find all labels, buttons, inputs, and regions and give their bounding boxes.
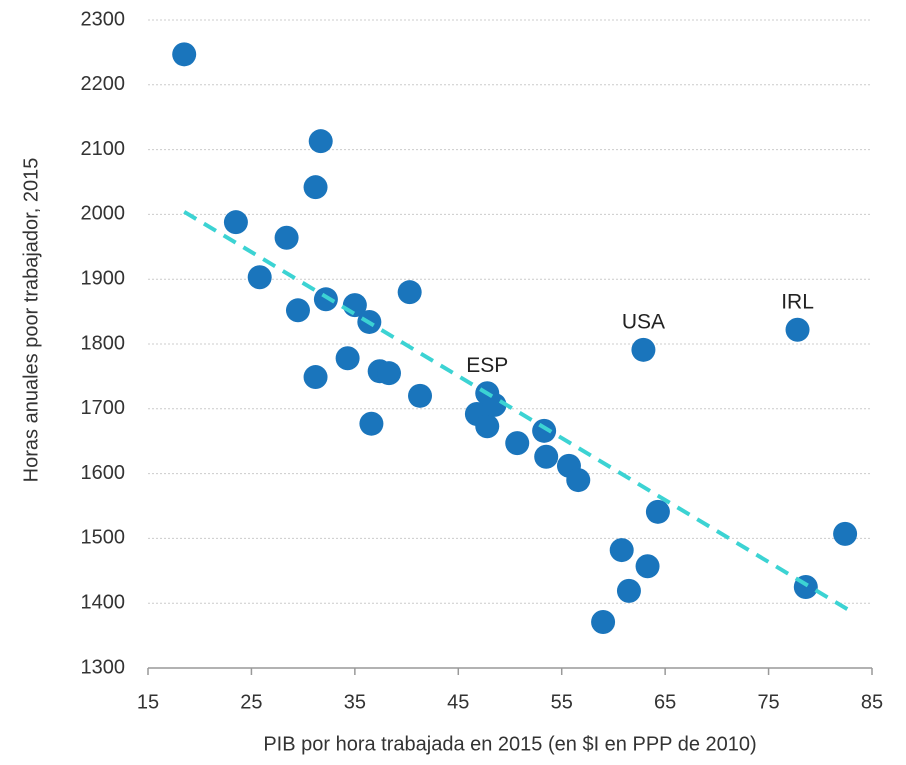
point [247,265,272,290]
point [609,538,634,563]
point [408,383,433,408]
y-tick-label: 1300 [81,656,126,678]
y-tick-label: 2000 [81,203,126,225]
y-tick-label: 1400 [81,591,126,613]
point [645,499,670,524]
x-tick-label: 85 [861,691,883,713]
x-axis-label: PIB por hora trabajada en 2015 (en $I en… [263,733,756,755]
x-tick-label: 75 [757,691,779,713]
point [833,521,858,546]
x-tick-label: 55 [551,691,573,713]
point-label: USA [622,310,665,333]
point [505,431,530,456]
point [631,337,656,362]
point [308,129,333,154]
point-label: IRL [781,290,814,313]
y-tick-label: 2100 [81,138,126,160]
y-tick-label: 1600 [81,462,126,484]
point [303,175,328,200]
x-tick-label: 35 [344,691,366,713]
point [616,578,641,603]
point [591,609,616,634]
x-tick-label: 65 [654,691,676,713]
point [285,298,310,323]
point [475,414,500,439]
point-label: ESP [466,354,508,377]
point [274,225,299,250]
y-tick-label: 1800 [81,332,126,354]
y-tick-label: 1900 [81,267,126,289]
point [335,346,360,371]
point [534,444,559,469]
y-tick-label: 2300 [81,8,126,30]
y-tick-label: 1700 [81,397,126,419]
point [313,287,338,312]
point [532,418,557,443]
trendline [183,210,850,612]
point [482,392,507,417]
y-axis-label: Horas anuales poor trabajador, 2015 [20,158,42,483]
point [303,365,328,390]
point [635,554,660,579]
point [397,280,422,305]
point [359,411,384,436]
y-tick-label: 2200 [81,73,126,95]
x-tick-label: 45 [447,691,469,713]
point [223,210,248,235]
point [172,42,197,67]
point [785,317,810,342]
x-tick-label: 15 [137,691,159,713]
y-tick-label: 1500 [81,527,126,549]
point [376,361,401,386]
x-tick-label: 25 [240,691,262,713]
point [566,468,591,493]
